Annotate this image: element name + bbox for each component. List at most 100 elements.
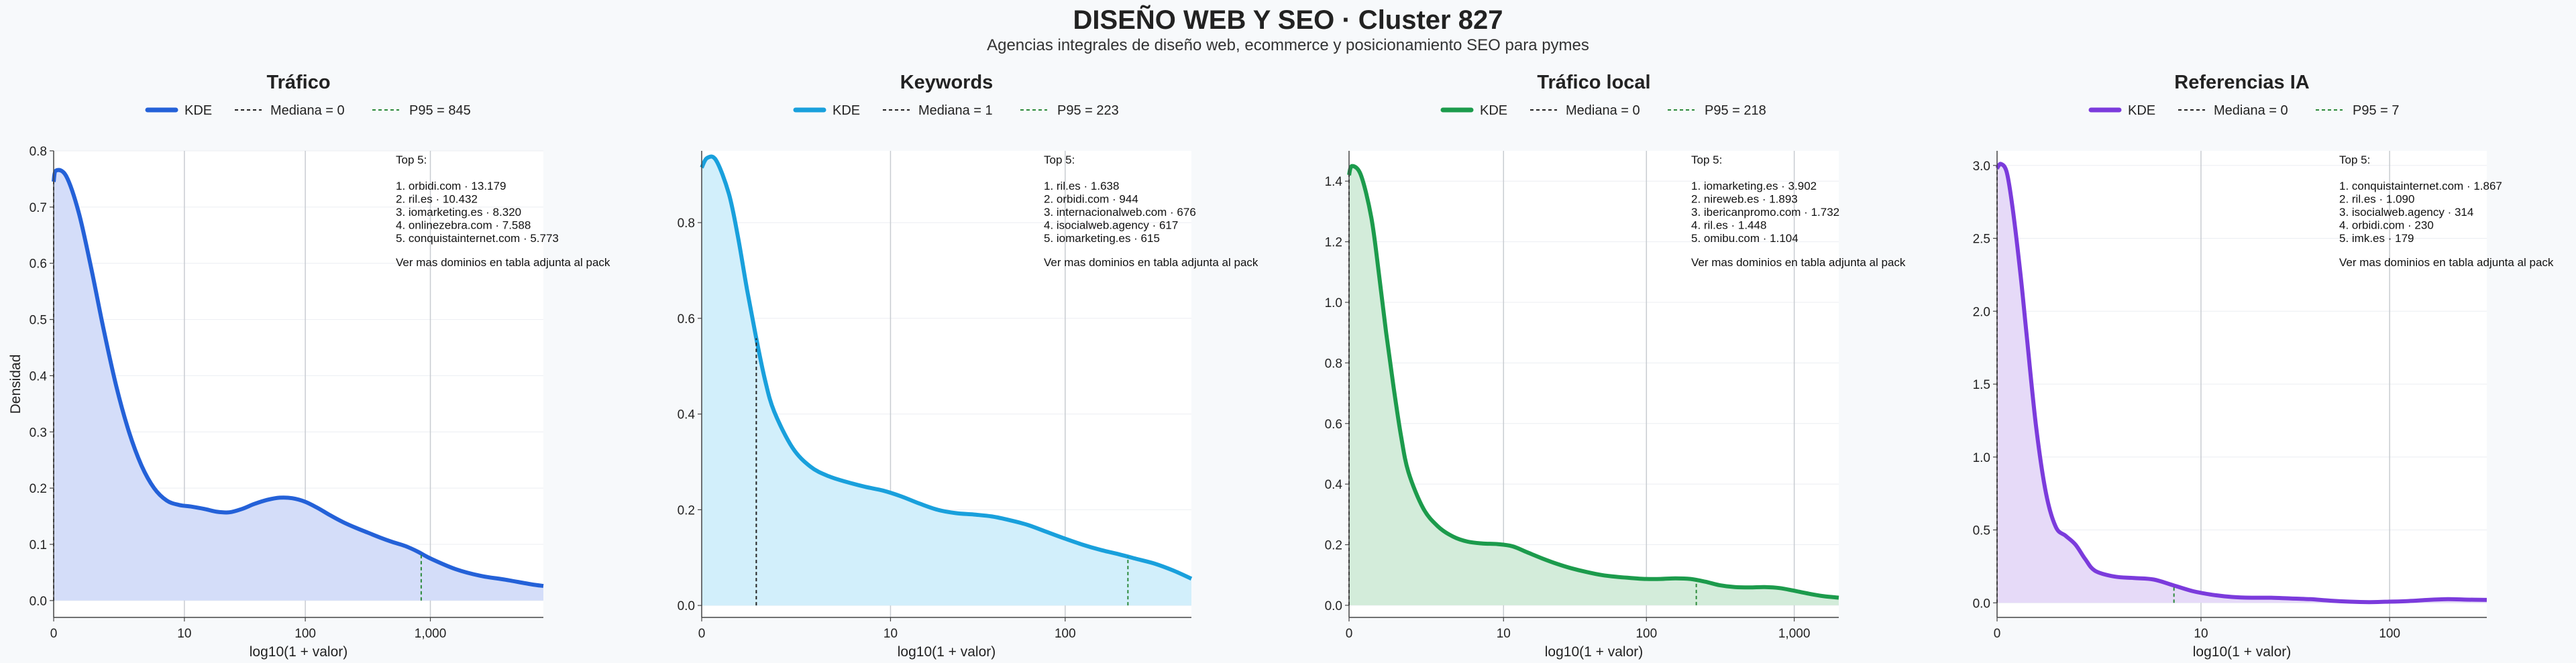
x-tick-label: 1,000 — [1778, 627, 1811, 641]
kde-area — [1997, 164, 2487, 603]
top5-item: 4. onlinezebra.com · 7.588 — [396, 219, 531, 232]
legend-kde-label: KDE — [1480, 103, 1507, 118]
y-tick-label: 1.4 — [1325, 175, 1343, 189]
top5-item: 5. conquistainternet.com · 5.773 — [396, 232, 559, 245]
y-tick-label: 0.4 — [1325, 478, 1343, 492]
top5-item: 2. orbidi.com · 944 — [1044, 193, 1138, 206]
legend-median-label: Mediana = 1 — [918, 103, 993, 118]
legend-kde-label: KDE — [184, 103, 212, 118]
legend-p95-label: P95 = 845 — [409, 103, 471, 118]
x-tick-label: 0 — [50, 627, 58, 641]
top5-item: 1. iomarketing.es · 3.902 — [1691, 180, 1817, 192]
y-tick-label: 1.2 — [1325, 236, 1342, 250]
top5-title: Top 5: — [396, 154, 427, 166]
y-tick-label: 0.6 — [1325, 418, 1342, 432]
top5-item: 5. omibu.com · 1.104 — [1691, 232, 1799, 245]
top5-footnote: Ver mas dominios en tabla adjunta al pac… — [2339, 256, 2554, 269]
y-tick-label: 0.8 — [1325, 357, 1342, 371]
x-tick-label: 100 — [1055, 627, 1076, 641]
top5-item: 4. ril.es · 1.448 — [1691, 219, 1766, 232]
y-axis-label: Densidad — [8, 355, 23, 414]
top5-item: 5. imk.es · 179 — [2339, 232, 2414, 245]
top5-footnote: Ver mas dominios en tabla adjunta al pac… — [1691, 256, 1906, 269]
x-tick-label: 10 — [883, 627, 898, 641]
top5-item: 1. orbidi.com · 13.179 — [396, 180, 506, 192]
kde-line — [700, 154, 1193, 581]
legend-kde-label: KDE — [2128, 103, 2155, 118]
y-tick-label: 0.0 — [678, 599, 695, 613]
top5-item: 1. conquistainternet.com · 1.867 — [2339, 180, 2502, 192]
legend-median-label: Mediana = 0 — [270, 103, 345, 118]
legend-median-label: Mediana = 0 — [1566, 103, 1640, 118]
y-tick-label: 0.1 — [30, 538, 47, 552]
y-tick-label: 0.2 — [1325, 539, 1342, 553]
page-title: DISEÑO WEB Y SEO · Cluster 827 — [1073, 5, 1503, 35]
top5-item: 5. iomarketing.es · 615 — [1044, 232, 1160, 245]
top5-item: 2. nireweb.es · 1.893 — [1691, 193, 1798, 206]
legend-p95-label: P95 = 7 — [2353, 103, 2400, 118]
y-tick-label: 0.4 — [678, 408, 696, 422]
y-tick-label: 0.4 — [30, 369, 48, 383]
kde-area — [54, 170, 543, 601]
y-tick-label: 1.0 — [1973, 451, 1990, 465]
top5-item: 3. iomarketing.es · 8.320 — [396, 206, 521, 219]
legend-median-label: Mediana = 0 — [2214, 103, 2288, 118]
top5-item: 2. ril.es · 1.090 — [2339, 193, 2414, 206]
kde-area — [702, 156, 1191, 606]
legend-p95-label: P95 = 218 — [1705, 103, 1766, 118]
x-tick-label: 10 — [1497, 627, 1511, 641]
y-tick-label: 0.7 — [30, 201, 47, 215]
top5-footnote: Ver mas dominios en tabla adjunta al pac… — [1044, 256, 1258, 269]
x-tick-label: 0 — [1994, 627, 2001, 641]
top5-footnote: Ver mas dominios en tabla adjunta al pac… — [396, 256, 610, 269]
kde-line — [1995, 162, 2487, 605]
panel-title: Tráfico local — [1537, 72, 1650, 93]
x-axis-label: log10(1 + valor) — [898, 644, 996, 660]
y-tick-label: 2.5 — [1973, 233, 1990, 247]
panel-title: Keywords — [900, 72, 994, 93]
panel-title: Referencias IA — [2174, 72, 2310, 93]
y-tick-label: 0.0 — [1973, 597, 1990, 611]
x-axis-label: log10(1 + valor) — [250, 644, 348, 660]
y-tick-label: 2.0 — [1973, 305, 1990, 319]
x-tick-label: 100 — [1635, 627, 1657, 641]
y-tick-label: 0.5 — [1973, 524, 1990, 538]
x-axis-label: log10(1 + valor) — [1545, 644, 1644, 660]
top5-item: 3. internacionalweb.com · 676 — [1044, 206, 1196, 219]
kde-line — [52, 168, 544, 588]
kde-area — [1349, 166, 1839, 605]
x-tick-label: 0 — [1346, 627, 1353, 641]
top5-title: Top 5: — [2339, 154, 2370, 166]
y-tick-label: 0.3 — [30, 426, 47, 440]
y-tick-label: 0.5 — [30, 314, 47, 328]
kde-line — [1347, 164, 1839, 600]
y-tick-label: 0.2 — [678, 503, 695, 518]
chart-panel-3: Tráfico local KDE Mediana = 0 P95 = 218 0.0 0… — [1325, 72, 1906, 660]
x-tick-label: 0 — [698, 627, 706, 641]
y-tick-label: 0.8 — [678, 217, 695, 231]
x-tick-label: 100 — [2379, 627, 2400, 641]
y-tick-label: 0.6 — [30, 257, 47, 272]
y-tick-label: 3.0 — [1973, 160, 1990, 174]
y-tick-label: 0.0 — [1325, 599, 1342, 613]
legend-kde-label: KDE — [833, 103, 860, 118]
x-tick-label: 10 — [177, 627, 191, 641]
x-axis-label: log10(1 + valor) — [2193, 644, 2292, 660]
y-tick-label: 1.0 — [1325, 296, 1342, 310]
x-tick-label: 10 — [2194, 627, 2208, 641]
y-tick-label: 0.8 — [30, 145, 47, 159]
x-tick-label: 1,000 — [415, 627, 447, 641]
top5-item: 3. isocialweb.agency · 314 — [2339, 206, 2473, 219]
top5-item: 4. isocialweb.agency · 617 — [1044, 219, 1178, 232]
top5-title: Top 5: — [1691, 154, 1722, 166]
chart-panel-1: Tráfico KDE Mediana = 0 P95 = 845 0.0 0.1 0.2 0… — [8, 72, 610, 660]
chart-panel-2: Keywords KDE Mediana = 1 P95 = 223 0.0 0.2 0.4… — [678, 72, 1258, 660]
x-tick-label: 100 — [294, 627, 316, 641]
y-tick-label: 0.6 — [678, 312, 695, 326]
y-tick-label: 1.5 — [1973, 378, 1990, 392]
legend-p95-label: P95 = 223 — [1057, 103, 1119, 118]
top5-item: 1. ril.es · 1.638 — [1044, 180, 1119, 192]
y-tick-label: 0.2 — [30, 482, 47, 496]
top5-title: Top 5: — [1044, 154, 1075, 166]
